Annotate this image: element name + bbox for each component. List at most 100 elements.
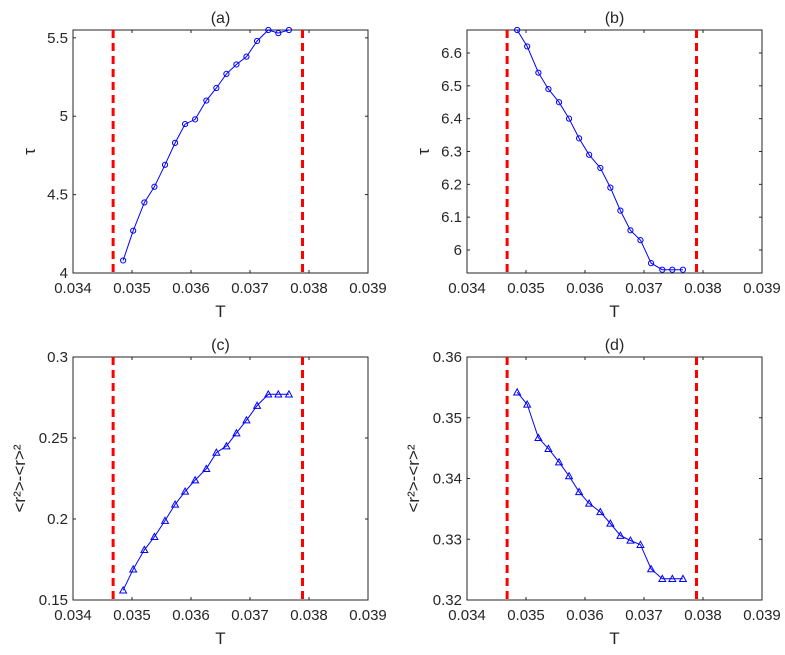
x-tick-label: 0.034: [54, 607, 92, 624]
x-tick-label: 0.039: [743, 280, 781, 297]
y-tick-label: 6.1: [441, 209, 462, 226]
y-tick-label: 6.5: [441, 78, 462, 95]
data-point: [285, 26, 293, 34]
data-point: [265, 26, 272, 34]
data-point: [130, 227, 137, 234]
x-tick-label: 0.038: [290, 607, 328, 624]
data-point: [223, 70, 230, 77]
y-axis-label: <r²>-<r>²: [404, 444, 423, 512]
y-tick-label: 6.3: [441, 144, 462, 161]
x-tick-label: 0.039: [349, 607, 387, 624]
data-point: [243, 53, 250, 60]
y-tick-label: 4: [60, 265, 68, 282]
data-point: [545, 86, 552, 93]
y-tick-label: 6: [454, 242, 462, 259]
data-point: [232, 428, 241, 437]
plot-frame: [72, 29, 369, 274]
x-tick-label: 0.037: [625, 280, 663, 297]
data-point: [586, 151, 593, 158]
data-point: [140, 545, 149, 553]
x-tick-label: 0.036: [566, 607, 604, 624]
data-point: [535, 69, 542, 76]
data-point: [564, 471, 574, 480]
x-tick-label: 0.035: [113, 607, 151, 624]
data-point: [544, 444, 553, 452]
data-point: [284, 389, 294, 398]
x-tick-label: 0.038: [684, 607, 722, 624]
data-point: [182, 120, 189, 128]
data-point: [233, 61, 240, 68]
data-point: [514, 26, 521, 34]
data-point: [160, 516, 170, 524]
chart-title: (a): [211, 10, 231, 27]
data-point: [636, 540, 645, 548]
data-point: [120, 257, 127, 264]
x-tick-label: 0.035: [507, 280, 545, 297]
y-axis-label: τ: [20, 148, 39, 155]
x-tick-label: 0.034: [54, 280, 92, 297]
data-point: [170, 499, 180, 508]
data-point: [606, 519, 615, 527]
plot-frame: [466, 29, 763, 274]
x-tick-label: 0.038: [290, 280, 328, 297]
x-tick-label: 0.034: [448, 280, 486, 297]
x-axis-label: T: [609, 629, 619, 648]
data-point: [554, 457, 564, 466]
y-axis-label: τ: [414, 148, 433, 155]
x-tick-label: 0.035: [507, 607, 545, 624]
data-point: [151, 183, 158, 190]
chart-title: (d): [605, 337, 625, 354]
data-point: [252, 401, 262, 409]
y-tick-label: 0.36: [433, 349, 462, 366]
plot-frame: [466, 356, 763, 601]
x-tick-label: 0.037: [625, 607, 663, 624]
data-point: [274, 389, 283, 398]
series-line: [122, 29, 290, 261]
x-tick-label: 0.036: [172, 607, 210, 624]
data-point: [222, 441, 231, 450]
data-point: [512, 387, 522, 396]
y-tick-label: 0.35: [433, 410, 462, 427]
data-point: [264, 389, 273, 398]
data-point: [212, 448, 221, 456]
y-tick-label: 0.34: [433, 471, 462, 488]
y-tick-label: 6.2: [441, 176, 462, 193]
data-point: [141, 199, 148, 206]
y-tick-label: 0.3: [47, 349, 68, 366]
subplot-a: 0.034 0.035 0.036 0.037 0.038 0.039 4 4.5 5 5.5 (a…: [20, 10, 387, 321]
x-tick-label: 0.036: [172, 280, 210, 297]
series-line: [516, 391, 683, 580]
data-point: [584, 498, 594, 507]
x-tick-label: 0.039: [743, 607, 781, 624]
y-tick-label: 0.32: [433, 592, 462, 609]
x-tick-label: 0.038: [684, 280, 722, 297]
data-point: [616, 531, 625, 539]
x-axis-label: T: [215, 629, 225, 648]
data-point: [118, 585, 128, 594]
x-tick-label: 0.034: [448, 607, 486, 624]
y-tick-label: 6.4: [441, 111, 462, 128]
plot-frame: [72, 356, 369, 601]
data-point: [626, 536, 635, 544]
data-point: [668, 574, 677, 582]
data-point: [597, 164, 604, 172]
data-point: [646, 564, 656, 573]
subplot-c: 0.034 0.035 0.036 0.037 0.038 0.039 0.15 0.2 0.2…: [10, 337, 387, 648]
y-tick-label: 6.6: [441, 45, 462, 62]
y-tick-label: 0.25: [39, 430, 68, 447]
data-point: [190, 475, 200, 484]
data-point: [534, 433, 543, 442]
data-point: [658, 574, 667, 582]
x-tick-label: 0.037: [231, 280, 269, 297]
data-point: [679, 266, 687, 273]
y-tick-label: 0.2: [47, 511, 68, 528]
data-point: [275, 30, 282, 37]
data-point: [203, 97, 210, 104]
y-tick-label: 5: [60, 108, 68, 125]
data-point: [213, 84, 220, 92]
data-point: [161, 161, 169, 168]
y-tick-label: 4.5: [47, 187, 68, 204]
data-point: [607, 184, 614, 191]
x-axis-label: T: [609, 302, 619, 321]
y-tick-label: 0.15: [39, 592, 68, 609]
